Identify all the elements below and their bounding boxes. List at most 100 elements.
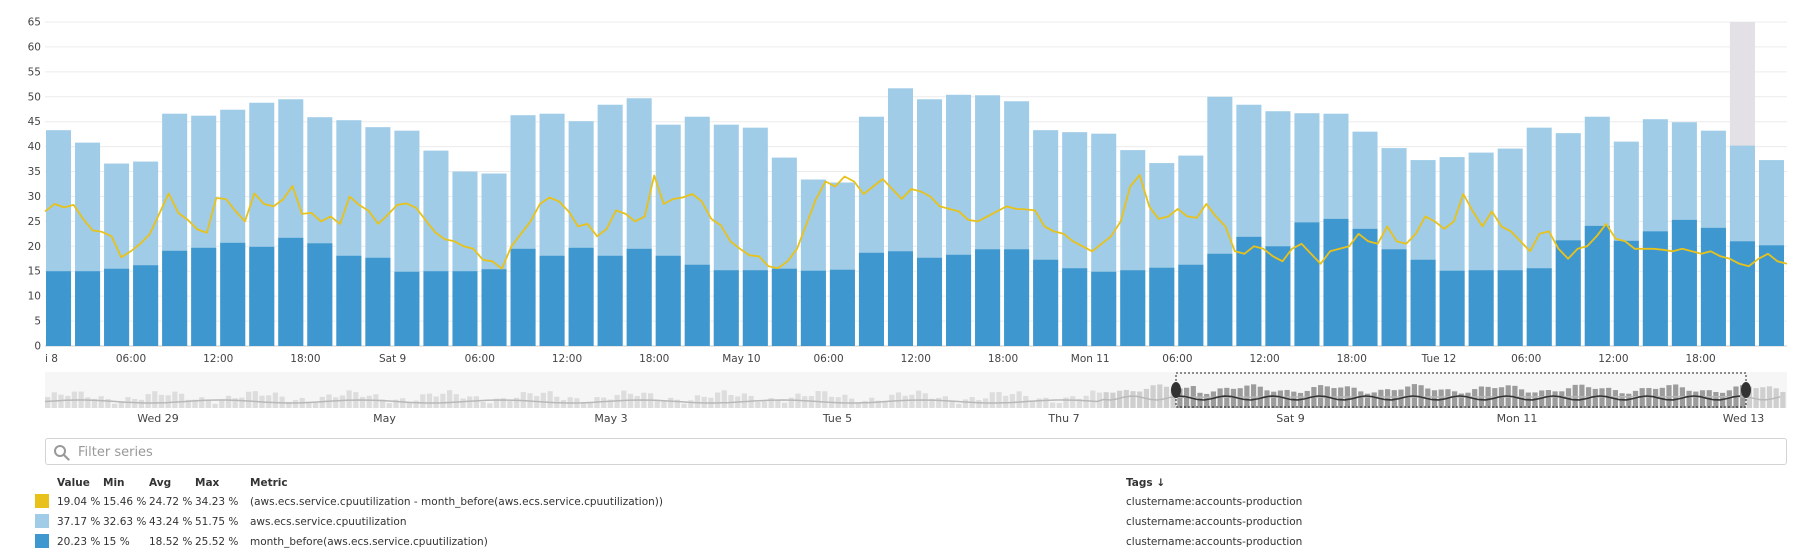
navigator-date-label: Thu 7 (1047, 412, 1079, 425)
navigator-bar (989, 392, 995, 408)
navigator-bar (239, 397, 245, 408)
selection-frame[interactable] (1175, 372, 1747, 408)
navigator-bar (480, 401, 486, 408)
navigator-bar (728, 394, 734, 408)
legend-row[interactable]: 20.23 % 15 % 18.52 % 25.52 % month_befor… (0, 533, 1800, 551)
x-tick-label: Mon 11 (1071, 353, 1110, 365)
filter-series-box[interactable] (45, 438, 1787, 465)
navigator-bar (118, 401, 124, 408)
navigator-bar (540, 392, 546, 408)
bar-month-before (1700, 227, 1726, 346)
navigator-bar (882, 400, 888, 408)
bar-month-before (597, 255, 623, 346)
bar-month-before (1729, 241, 1755, 346)
y-tick-label: 5 (34, 316, 41, 328)
navigator-bar (1653, 388, 1659, 408)
bar-month-before (1526, 268, 1552, 346)
y-axis: 0 5 10 15 20 25 30 35 40 45 50 55 60 65 (28, 17, 41, 353)
navigator-bar (158, 394, 165, 408)
navigator-bar (1297, 392, 1304, 408)
navigator-date-label: Sat 9 (1276, 412, 1305, 425)
navigator-bar (761, 401, 768, 408)
legend-color-swatch (35, 514, 49, 528)
navigator-bar (862, 400, 868, 408)
navigator-bar (721, 390, 727, 408)
navigator-bar (45, 397, 51, 408)
bar-month-before (1671, 219, 1697, 346)
legend-avg: 18.52 % (149, 536, 193, 548)
navigator-bar (1090, 390, 1096, 408)
x-tick-label: 18:00 (1337, 353, 1367, 365)
navigator-bar (1699, 390, 1706, 408)
x-tick-label: 18:00 (988, 353, 1018, 365)
legend-value: 20.23 % (57, 536, 101, 548)
navigator-bar (1117, 390, 1123, 408)
navigator-bar (400, 398, 406, 408)
legend-avg: 43.24 % (149, 516, 193, 528)
legend-row[interactable]: 19.04 % 15.46 % 24.72 % 34.23 % (aws.ecs… (0, 493, 1800, 511)
navigator-axis: Wed 29 May May 3 Tue 5 Thu 7 Sat 9 Mon 11 Wed 1… (137, 412, 1764, 425)
legend-header-min[interactable]: Min (103, 477, 125, 489)
navigator-bar (1720, 392, 1726, 408)
bar-month-before (1236, 236, 1262, 346)
navigator-selection[interactable] (1171, 372, 1751, 408)
y-tick-label: 25 (28, 216, 41, 228)
bar-month-before (539, 255, 565, 346)
bar-month-before (307, 243, 333, 346)
navigator-bar (1277, 390, 1283, 408)
bar-month-before (278, 237, 304, 346)
x-tick-label: i 8 (45, 353, 58, 365)
legend-color-swatch (35, 534, 49, 548)
x-tick-label: Tue 12 (1421, 353, 1457, 365)
y-tick-label: 45 (28, 116, 41, 128)
navigator-bar (1458, 393, 1464, 408)
legend-header-value[interactable]: Value (57, 477, 90, 489)
legend-min: 15 % (103, 536, 130, 548)
y-tick-label: 20 (28, 241, 41, 253)
navigator-bar (366, 395, 372, 408)
navigator-bar (976, 400, 982, 408)
navigator-bar (1123, 389, 1129, 408)
bar-month-before (133, 265, 159, 346)
time-navigator[interactable]: Wed 29 May May 3 Tue 5 Thu 7 Sat 9 Mon 11 Wed 1… (0, 0, 1800, 440)
y-tick-label: 60 (28, 41, 41, 53)
navigator-bar (132, 399, 138, 408)
navigator-bar (661, 401, 667, 408)
legend-value: 37.17 % (57, 516, 101, 528)
legend-header-avg[interactable]: Avg (149, 477, 172, 489)
bar-month-before (365, 257, 391, 346)
filter-series-input[interactable] (76, 441, 1760, 464)
navigator-bar (1217, 388, 1223, 408)
navigator-date-label: May 3 (594, 412, 627, 425)
legend-header-max[interactable]: Max (195, 477, 220, 489)
x-tick-label: 18:00 (290, 353, 320, 365)
bar-month-before (104, 268, 130, 346)
navigator-bar (875, 400, 881, 408)
selection-handle-right[interactable] (1741, 382, 1751, 398)
navigator-bar (962, 399, 969, 408)
bar-month-before (1323, 218, 1349, 346)
legend-header-tags[interactable]: Tags ↓ (1126, 477, 1166, 489)
timeseries-chart[interactable]: 0 5 10 15 20 25 30 35 40 45 50 55 60 65 i 8 06:00 12:00… (0, 0, 1800, 370)
navigator-bar (1304, 390, 1310, 408)
navigator-line-light (44, 395, 1781, 404)
navigator-bar (1371, 392, 1377, 408)
navigator-bar (65, 395, 71, 408)
navigator-bar (788, 397, 794, 408)
bar-month-before (1004, 249, 1030, 346)
bar-month-before (394, 271, 420, 346)
navigator-bar (453, 394, 459, 408)
navigator-bar (380, 399, 386, 408)
legend-row[interactable]: 37.17 % 32.63 % 43.24 % 51.75 % aws.ecs.… (0, 513, 1800, 531)
bar-month-before (1381, 249, 1407, 346)
bar-month-before (1178, 264, 1204, 346)
bar-month-before (655, 255, 681, 346)
navigator-bar (1552, 391, 1558, 408)
selection-handle-left[interactable] (1171, 382, 1181, 398)
navigator-bar (1036, 398, 1042, 408)
navigator-bar (909, 394, 915, 408)
legend-header-metric[interactable]: Metric (250, 477, 288, 489)
navigator-bar (902, 395, 908, 408)
difference-line (44, 174, 1788, 270)
navigator-bar (420, 394, 426, 408)
